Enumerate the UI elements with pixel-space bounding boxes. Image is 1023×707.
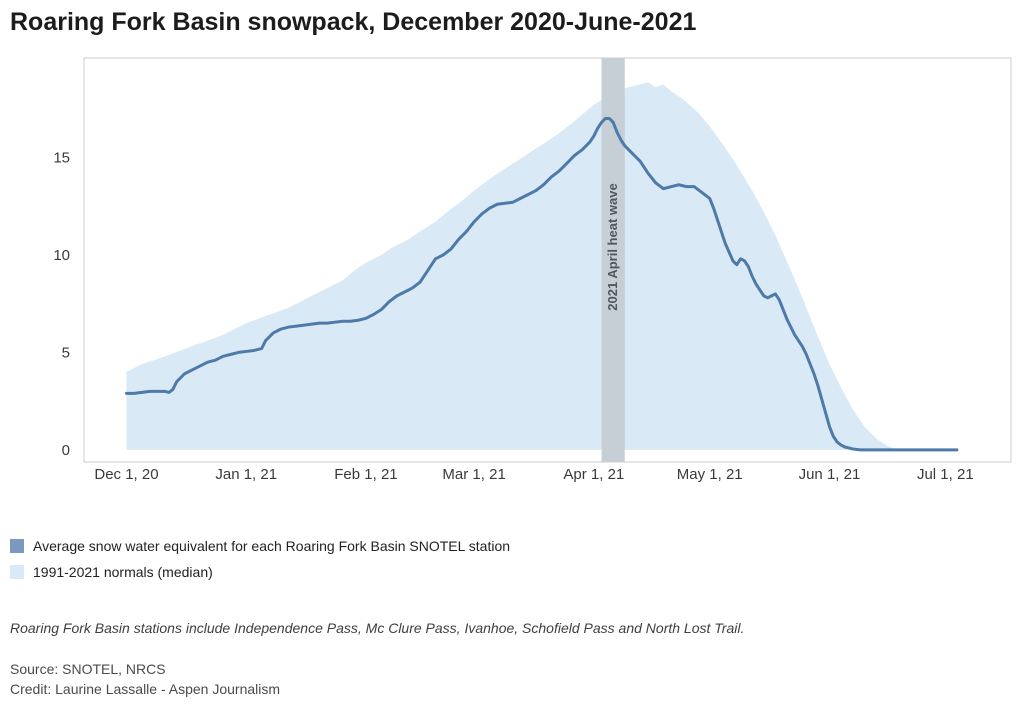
plot-border — [83, 57, 1012, 463]
legend-label-average: Average snow water equivalent for each R… — [33, 537, 511, 554]
heatwave-band — [601, 57, 625, 462]
y-tick-label: 15 — [53, 149, 70, 166]
average-line — [124, 116, 959, 452]
x-tick-label: Mar 1, 21 — [442, 466, 505, 483]
y-tick-label: 5 — [62, 344, 70, 361]
y-tick-label: 0 — [62, 442, 70, 459]
heatwave-label: 2021 April heat wave — [605, 183, 620, 310]
legend-item-average: Average snow water equivalent for each R… — [10, 538, 1023, 554]
average-series-swatch — [10, 538, 24, 553]
snowpack-chart: 2021 April heat wave 0 5 10 15 Dec 1, 20 Jan 1… — [0, 55, 1023, 490]
stations-note: Roaring Fork Basin stations include Inde… — [10, 619, 745, 636]
credit-line: Credit: Laurine Lassalle - Aspen Journal… — [10, 680, 281, 697]
chart-title: Roaring Fork Basin snowpack, December 20… — [10, 8, 697, 36]
legend: Average snow water equivalent for each R… — [10, 538, 1023, 580]
x-tick-label: May 1, 21 — [677, 466, 743, 483]
x-tick-label: Dec 1, 20 — [94, 466, 158, 483]
x-tick-label: Jul 1, 21 — [917, 466, 974, 483]
legend-item-normals: 1991-2021 normals (median) — [10, 564, 1023, 580]
source-line: Source: SNOTEL, NRCS — [10, 660, 166, 677]
x-tick-label: Jan 1, 21 — [215, 466, 277, 483]
normals-area — [126, 82, 946, 450]
chart-svg: 2021 April heat wave 0 5 10 15 Dec 1, 20 Jan 1… — [53, 57, 1012, 483]
normals-series-swatch — [10, 564, 24, 579]
legend-label-normals: 1991-2021 normals (median) — [33, 563, 213, 580]
x-tick-label: Jun 1, 21 — [799, 466, 861, 483]
y-tick-label: 10 — [53, 247, 70, 264]
x-tick-label: Feb 1, 21 — [334, 466, 397, 483]
x-tick-label: Apr 1, 21 — [563, 466, 624, 483]
